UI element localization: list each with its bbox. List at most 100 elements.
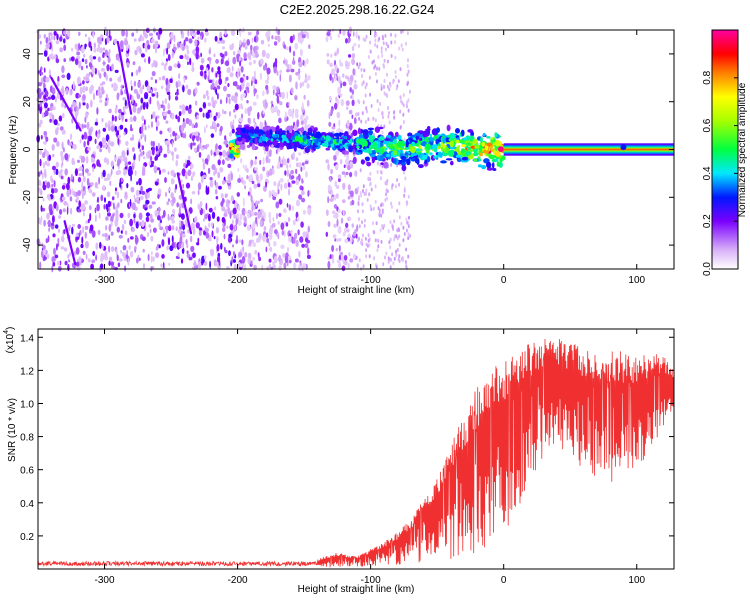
noise-speckle — [215, 227, 220, 234]
noise-speckle — [327, 260, 331, 269]
noise-speckle — [373, 256, 376, 261]
noise-speckle — [250, 159, 254, 166]
noise-speckle — [304, 79, 308, 84]
noise-speckle — [292, 108, 295, 114]
ridge-blob — [377, 142, 381, 149]
noise-speckle — [347, 164, 351, 171]
noise-speckle — [237, 205, 241, 212]
noise-speckle — [158, 222, 161, 228]
noise-speckle — [51, 144, 55, 151]
noise-speckle — [249, 174, 253, 182]
noise-speckle — [222, 197, 225, 204]
noise-speckle — [131, 85, 133, 91]
ridge-blob — [450, 160, 454, 166]
noise-speckle — [275, 92, 278, 97]
noise-speckle — [52, 233, 56, 238]
noise-speckle — [354, 170, 358, 177]
noise-speckle — [186, 250, 189, 254]
noise-speckle — [254, 159, 257, 166]
noise-speckle — [132, 147, 135, 152]
noise-speckle — [269, 218, 272, 224]
noise-speckle — [45, 136, 49, 142]
noise-speckle — [247, 52, 252, 59]
noise-speckle — [281, 91, 285, 100]
noise-speckle — [146, 101, 149, 110]
noise-speckle — [345, 222, 349, 228]
ridge-blob — [386, 134, 392, 138]
noise-speckle — [259, 219, 263, 228]
noise-speckle — [195, 52, 199, 60]
noise-speckle — [40, 204, 43, 212]
noise-speckle — [256, 237, 259, 244]
noise-speckle — [215, 58, 220, 64]
ridge-blob — [371, 150, 376, 154]
noise-speckle — [227, 236, 231, 243]
ridge-blob — [432, 144, 439, 149]
noise-speckle — [220, 192, 224, 199]
noise-speckle — [175, 95, 179, 101]
noise-speckle — [190, 163, 194, 169]
noise-speckle — [167, 171, 170, 175]
noise-speckle — [329, 95, 332, 102]
noise-speckle — [88, 187, 91, 193]
noise-speckle — [175, 154, 179, 160]
noise-speckle — [342, 209, 345, 216]
noise-speckle — [336, 259, 341, 264]
noise-speckle — [398, 243, 401, 247]
noise-speckle — [85, 73, 90, 79]
noise-speckle — [404, 260, 407, 264]
noise-speckle — [378, 36, 381, 41]
noise-speckle — [209, 180, 214, 188]
noise-speckle — [60, 87, 65, 96]
ridge-blob — [442, 137, 446, 144]
noise-speckle — [85, 86, 88, 92]
noise-speckle — [79, 86, 83, 95]
ridge-blob — [419, 137, 423, 141]
noise-speckle — [223, 233, 226, 240]
noise-speckle — [280, 163, 283, 168]
noise-speckle — [158, 244, 161, 249]
colorbar-tick-label: 0.6 — [702, 118, 713, 132]
noise-speckle — [262, 157, 265, 165]
noise-speckle — [52, 261, 56, 267]
noise-speckle — [243, 38, 246, 44]
noise-speckle — [287, 182, 291, 188]
noise-speckle — [267, 76, 270, 81]
noise-speckle — [97, 43, 101, 50]
noise-speckle — [407, 224, 410, 229]
noise-speckle — [224, 51, 228, 57]
noise-speckle — [337, 90, 341, 96]
noise-speckle — [153, 59, 156, 67]
noise-speckle — [154, 181, 159, 186]
noise-speckle — [126, 182, 129, 189]
noise-speckle — [388, 240, 391, 245]
ridge-blob — [494, 151, 501, 157]
noise-speckle — [345, 171, 349, 176]
noise-speckle — [273, 255, 278, 264]
noise-speckle — [218, 144, 222, 150]
noise-speckle — [267, 158, 271, 163]
noise-speckle — [386, 84, 389, 89]
noise-speckle — [227, 200, 231, 204]
noise-speckle — [188, 38, 193, 44]
noise-speckle — [51, 183, 54, 188]
noise-speckle — [69, 251, 72, 256]
noise-speckle — [394, 70, 397, 74]
noise-speckle — [171, 140, 174, 147]
ridge-blob — [383, 161, 389, 169]
noise-speckle — [388, 87, 391, 92]
noise-speckle — [109, 35, 112, 41]
noise-speckle — [368, 75, 371, 80]
noise-speckle — [197, 182, 202, 191]
noise-speckle — [195, 100, 198, 106]
noise-speckle — [143, 58, 147, 63]
noise-speckle — [325, 36, 329, 43]
noise-speckle — [385, 251, 388, 256]
noise-speckle — [130, 173, 132, 182]
noise-speckle — [266, 67, 271, 75]
noise-speckle — [334, 180, 338, 187]
noise-speckle — [165, 60, 168, 66]
noise-speckle — [207, 213, 211, 222]
noise-speckle — [71, 104, 73, 110]
noise-speckle — [171, 31, 174, 38]
